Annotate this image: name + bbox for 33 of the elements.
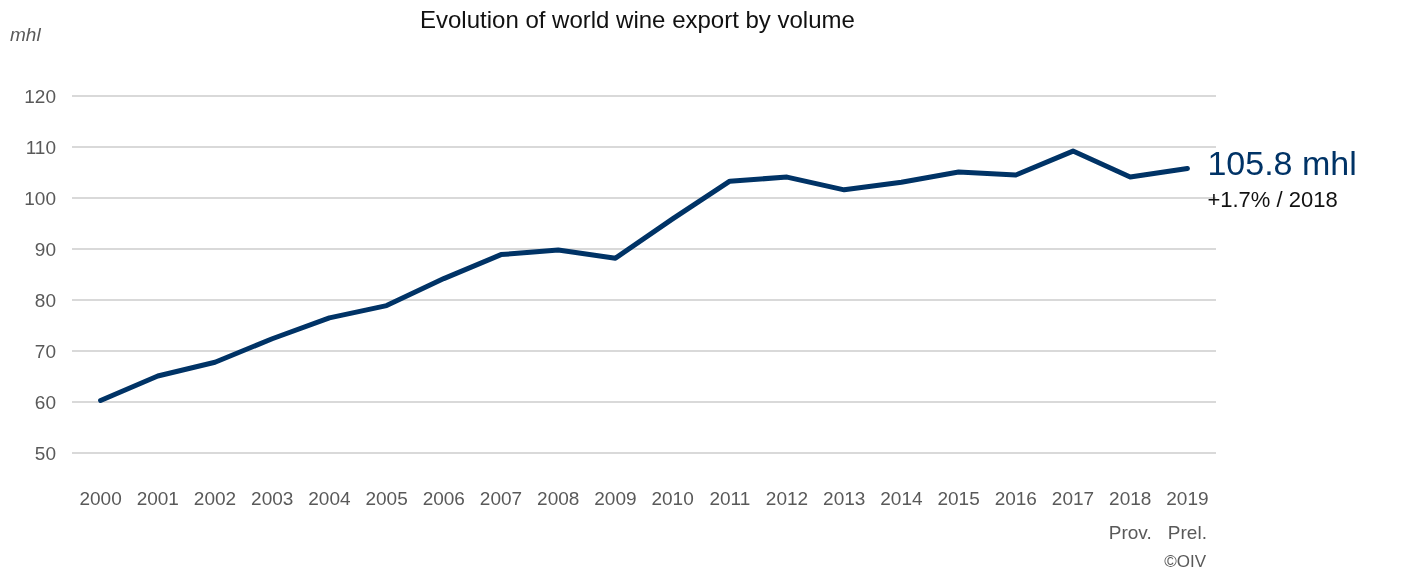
x-tick-label: 2019 Prel.	[1166, 487, 1209, 543]
annotation: +1.7% / 2018	[1207, 186, 1338, 212]
x-tick-label: 2003	[251, 487, 294, 509]
x-tick-label: 2000	[79, 487, 122, 509]
x-tick-label: 2016	[994, 487, 1037, 509]
y-tick-label: 60	[34, 391, 56, 413]
y-tick-label: 70	[34, 340, 56, 362]
x-tick-label: 2013	[823, 487, 866, 509]
x-tick-label: 2014	[880, 487, 923, 509]
x-tick-label: 2011	[709, 487, 751, 509]
y-tick-label: 90	[34, 238, 56, 260]
x-tick-label: 2001	[136, 487, 179, 509]
y-tick-label: 100	[24, 187, 56, 209]
x-tick-label: 2015	[937, 487, 980, 509]
x-tick-label: 2004	[308, 487, 351, 509]
chart-title: Evolution of world wine export by volume	[420, 5, 855, 33]
x-tick-label: 2005	[365, 487, 408, 509]
y-tick-label: 120	[24, 85, 56, 107]
x-tick-label: 2002	[193, 487, 237, 509]
y-tick-label: 110	[25, 136, 56, 158]
x-tick-label: 2012	[765, 487, 809, 509]
y-tick-label: 80	[34, 289, 56, 311]
annotation: 105.8 mhl	[1207, 144, 1357, 183]
x-tick-label: 2010	[651, 487, 694, 509]
x-tick-label: 2006	[422, 487, 465, 509]
x-tick-label: 2009	[594, 487, 637, 509]
y-tick-label: 50	[34, 442, 56, 464]
x-tick-label: 2007	[479, 487, 523, 509]
x-tick-label: 2008	[537, 487, 580, 509]
x-tick-label: 2017	[1051, 487, 1095, 509]
y-axis-title: mhl	[10, 24, 42, 45]
text: ©OIV	[1164, 552, 1207, 571]
x-tick-label: 2018 Prov.	[1108, 487, 1152, 543]
